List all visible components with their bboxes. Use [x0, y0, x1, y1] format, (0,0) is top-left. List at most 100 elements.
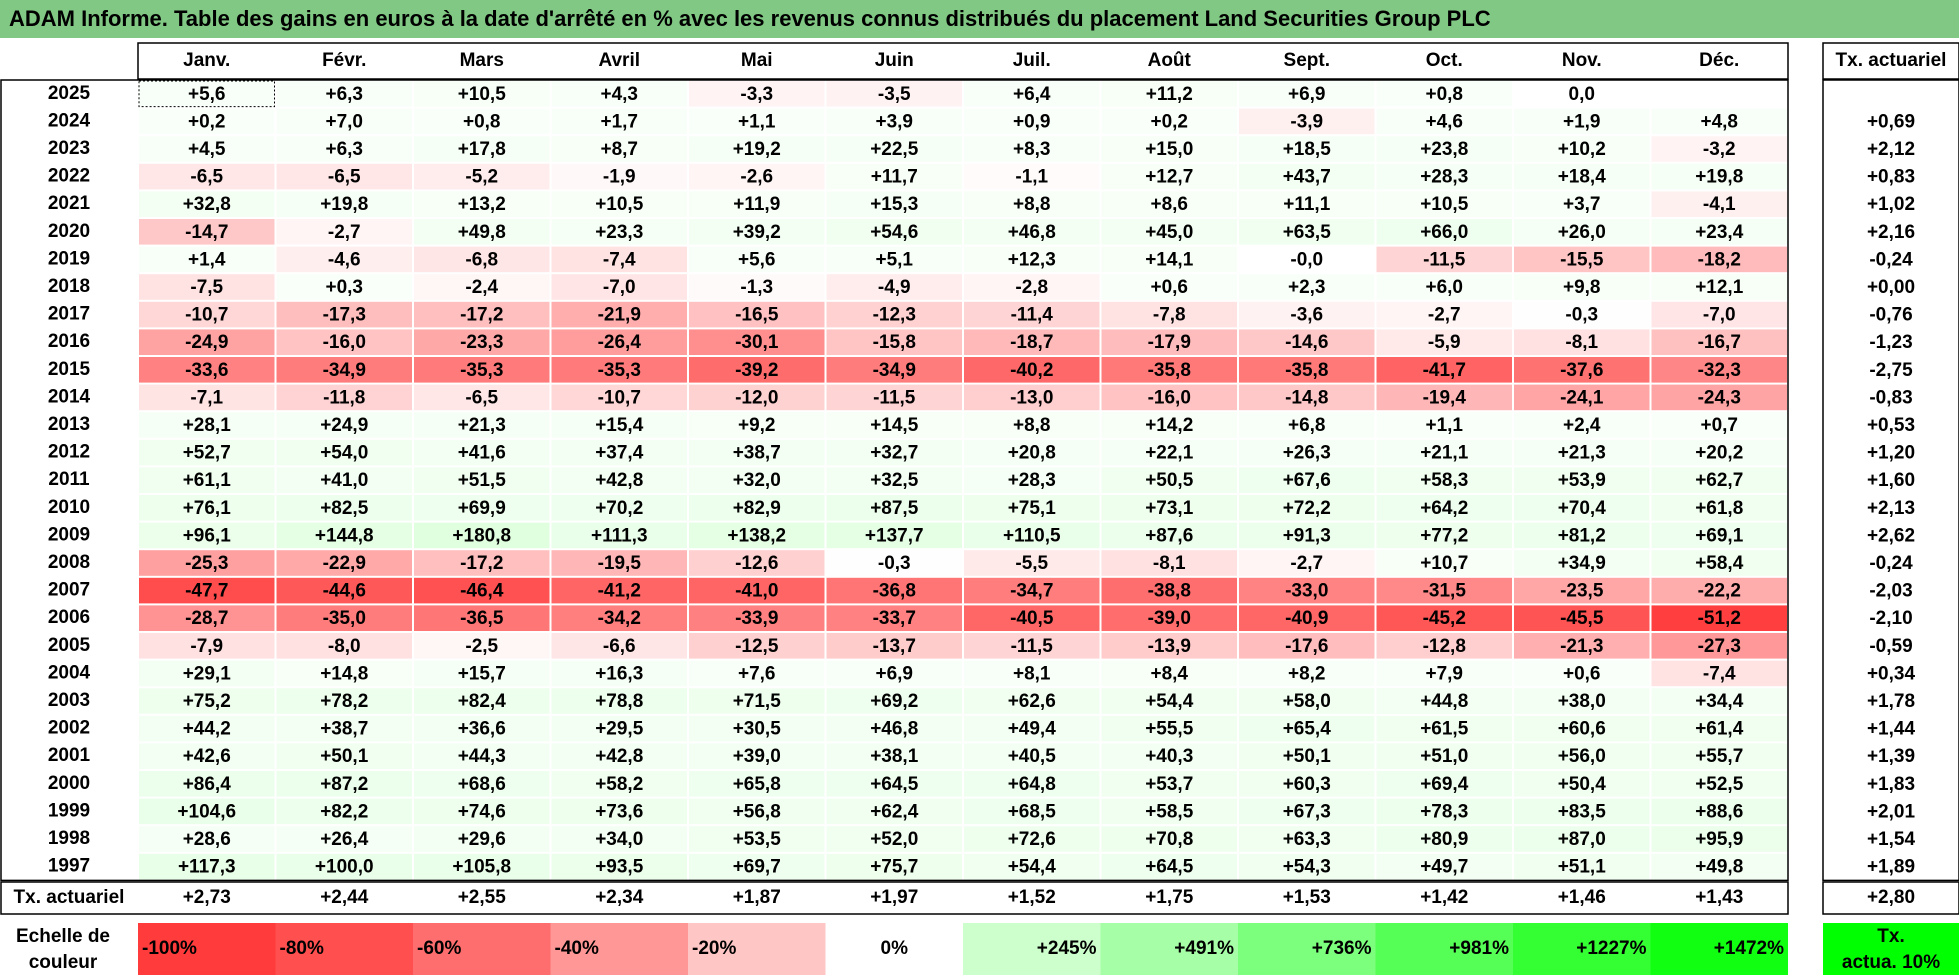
heatmap-cell [689, 771, 825, 797]
heatmap-cell [139, 798, 275, 825]
heatmap-cell [1651, 384, 1787, 411]
cell-value: +20,2 [1695, 443, 1743, 464]
heatmap-cell [689, 688, 825, 714]
cell-value: -6,5 [465, 387, 498, 408]
heatmap-cell [414, 688, 550, 714]
cell-value: -2,4 [465, 277, 498, 298]
cell-value: -4,1 [1703, 194, 1736, 215]
cell-value: +82,2 [320, 801, 368, 822]
heatmap-cell [139, 743, 275, 769]
heatmap-cell [276, 522, 412, 549]
scale-swatch [1513, 923, 1651, 975]
heatmap-cell [826, 688, 962, 714]
cell-value: -11,5 [1011, 636, 1054, 657]
heatmap-cell [689, 384, 825, 411]
cell-value: +82,5 [320, 498, 369, 519]
cell-value: +52,5 [1695, 774, 1744, 795]
cell-value: +75,7 [870, 857, 918, 878]
heatmap-cell [139, 688, 275, 714]
heatmap-cell [1514, 108, 1650, 135]
heatmap-cell [414, 798, 550, 825]
cell-value: -32,3 [1698, 360, 1741, 381]
heatmap-cell [1101, 495, 1237, 521]
heatmap-cell [414, 108, 550, 135]
cell-value: +1,1 [1425, 415, 1463, 436]
cell-value: -36,5 [460, 608, 504, 629]
heatmap-cell [1101, 605, 1237, 631]
cell-value: +8,8 [1013, 415, 1051, 436]
heatmap-cell [139, 329, 275, 355]
heatmap-cell [689, 853, 825, 880]
heatmap-cell [1376, 798, 1512, 825]
cell-value: -26,4 [598, 332, 642, 353]
heatmap-cell [689, 108, 825, 135]
heatmap-cell [826, 771, 962, 797]
row-year-2020: 2020 [48, 221, 90, 242]
cell-value: +18,4 [1558, 167, 1607, 188]
cell-value: -11,4 [1011, 305, 1054, 326]
cell-value: +53,7 [1145, 774, 1193, 795]
heatmap-cell [1514, 688, 1650, 714]
heatmap-cell [551, 633, 687, 659]
heatmap-cell [1376, 136, 1512, 162]
cell-value: +75,1 [1008, 498, 1057, 519]
cell-value: -12,8 [1423, 636, 1466, 657]
cell-value: -2,7 [1290, 553, 1323, 574]
cell-value: +66,0 [1420, 222, 1468, 243]
heatmap-cell [139, 274, 275, 300]
heatmap-cell [276, 550, 412, 576]
cell-value: -7,8 [1153, 305, 1186, 326]
heatmap-cell [1239, 660, 1375, 687]
cell-value: +63,5 [1283, 222, 1332, 243]
heatmap-cell [1376, 467, 1512, 493]
cell-value: +23,3 [595, 222, 643, 243]
heatmap-cell [139, 412, 275, 438]
heatmap-cell [276, 633, 412, 659]
cell-value: +32,7 [870, 443, 918, 464]
cell-value: -1,3 [740, 277, 773, 298]
cell-value: +83,5 [1558, 801, 1607, 822]
cell-value: -24,9 [185, 332, 228, 353]
heatmap-cell [1101, 412, 1237, 438]
column-header-6: Juil. [1013, 50, 1051, 71]
heatmap-cell [414, 357, 550, 383]
heatmap-cell [1651, 412, 1787, 438]
cell-value: +15,4 [595, 415, 644, 436]
heatmap-cell [689, 357, 825, 383]
heatmap-cell [276, 301, 412, 328]
heatmap-cell [1514, 798, 1650, 825]
heatmap-cell [1514, 743, 1650, 769]
cell-value: -33,0 [1285, 581, 1328, 602]
scale-label: +736% [1312, 938, 1372, 959]
cell-value: -14,7 [185, 222, 228, 243]
heatmap-cell [139, 191, 275, 217]
cell-value: -34,7 [1010, 581, 1053, 602]
heatmap-cell [551, 274, 687, 300]
cell-value: +87,0 [1558, 829, 1606, 850]
heatmap-cell [1239, 605, 1375, 631]
cell-value: +12,7 [1145, 167, 1193, 188]
cell-value: +78,3 [1420, 801, 1468, 822]
cell-value: -19,5 [598, 553, 642, 574]
cell-value: -3,3 [740, 84, 773, 105]
cell-value: +62,6 [1008, 691, 1056, 712]
summary-value: +1,52 [1008, 887, 1056, 908]
cell-value: -2,7 [1428, 305, 1461, 326]
title-bar: ADAM Informe. Table des gains en euros à… [0, 0, 1959, 38]
cell-value: +54,3 [1283, 857, 1331, 878]
heatmap-cell [139, 163, 275, 190]
cell-value: +91,3 [1283, 525, 1331, 546]
heatmap-cell [826, 550, 962, 576]
heatmap-cell [826, 798, 962, 825]
annual-value: -2,03 [1869, 581, 1912, 602]
cell-value: +76,1 [183, 498, 232, 519]
heatmap-cell [826, 163, 962, 190]
heatmap-cell [1651, 274, 1787, 300]
cell-value: -6,5 [328, 167, 361, 188]
heatmap-cell [964, 439, 1100, 466]
cell-value: -33,7 [873, 608, 916, 629]
cell-value: -44,6 [323, 581, 366, 602]
cell-value: +69,1 [1695, 525, 1744, 546]
heatmap-cell [551, 163, 687, 190]
scale-swatch [550, 923, 688, 975]
